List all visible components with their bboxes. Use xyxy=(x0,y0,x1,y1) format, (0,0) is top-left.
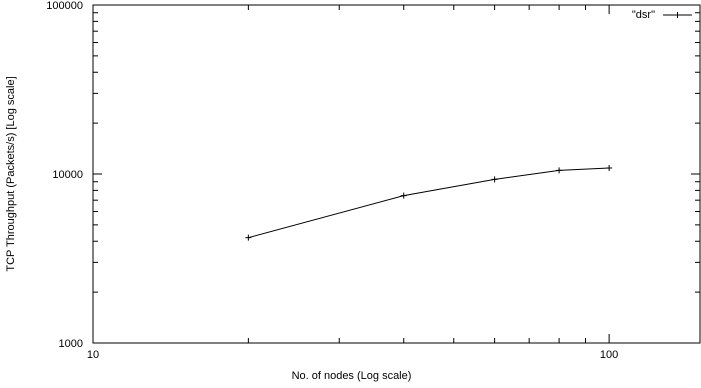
axis-ticks xyxy=(92,4,700,344)
y-tick-label: 10000 xyxy=(52,169,83,181)
series-line xyxy=(248,167,610,239)
data-point-marker xyxy=(245,234,252,241)
legend-label: "dsr" xyxy=(632,9,655,21)
plot-frame xyxy=(92,4,701,344)
legend: "dsr" xyxy=(632,9,692,21)
data-point-marker xyxy=(606,165,613,172)
legend-marker xyxy=(674,12,681,18)
y-tick-label: 1000 xyxy=(59,338,83,350)
y-tick-label: 100000 xyxy=(46,0,83,12)
x-tick-label: 100 xyxy=(600,349,618,361)
y-axis-label: TCP Throughput (Packets/s) [Log scale] xyxy=(5,76,17,271)
x-axis-label: No. of nodes (Log scale) xyxy=(292,370,412,382)
series-layer xyxy=(245,165,613,241)
data-point-marker xyxy=(400,192,407,199)
x-tick-label: 10 xyxy=(87,349,99,361)
tick-labels: 1000 10000 100000 10 100 xyxy=(46,0,618,361)
data-point-marker xyxy=(556,167,563,174)
data-point-marker xyxy=(491,176,498,183)
